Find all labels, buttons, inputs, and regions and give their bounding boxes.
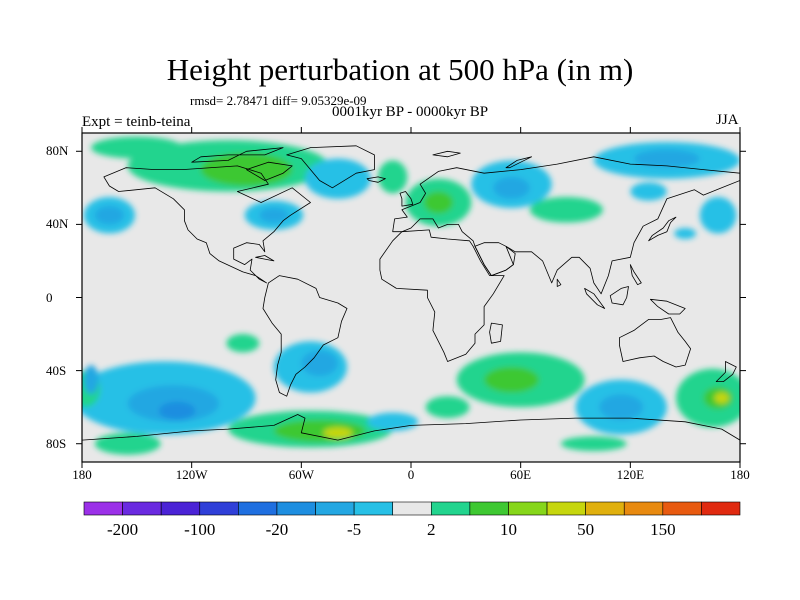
anomaly-japan-east	[674, 228, 697, 240]
coastline-new-zealand	[715, 361, 737, 383]
colorbar	[83, 501, 741, 516]
colorbar-swatch	[122, 501, 162, 516]
colorbar-swatch	[508, 501, 548, 516]
anomaly-n-atlantic-green	[378, 160, 408, 194]
coastline-madagascar	[489, 322, 503, 344]
colorbar-label: -5	[347, 520, 362, 539]
x-tick-label: 180	[730, 467, 750, 482]
colorbar-label: -20	[265, 520, 289, 539]
anomaly-fills	[82, 136, 740, 455]
colorbar-swatch	[276, 501, 316, 516]
coastline-svalbard	[432, 150, 461, 158]
anomaly-s-pacific-blue-inner	[158, 401, 196, 420]
y-tick-label: 40S	[46, 362, 67, 378]
anomaly-n-america-ne-core	[259, 207, 289, 223]
coastline-new-guinea	[650, 298, 686, 315]
anomaly-n-china	[630, 182, 667, 201]
coastline-iceland	[366, 176, 386, 183]
coastline-antarctica	[82, 414, 740, 462]
colorbar-swatch	[238, 501, 278, 516]
anomaly-new-zealand-inner	[714, 392, 730, 404]
map-plot-area	[82, 133, 740, 462]
colorbar-swatch	[199, 501, 239, 516]
colorbar-swatch	[469, 501, 509, 516]
anomaly-greenland	[304, 158, 371, 199]
coastline-novaya-zemlya	[505, 156, 532, 169]
coastlines	[82, 145, 740, 462]
anomaly-w-siberia-core	[493, 176, 530, 199]
anomaly-tasman-green	[560, 436, 627, 452]
y-tick-label: 80S	[46, 435, 67, 451]
page-title: Height perturbation at 500 hPa (in m)	[166, 52, 634, 87]
coastline-australia	[619, 317, 691, 368]
experiment-label: Expt = teinb-teina	[82, 114, 191, 130]
colorbar-swatch	[623, 501, 664, 516]
coastline-philippines	[629, 264, 642, 286]
y-tick-label: 40N	[46, 216, 69, 232]
anomaly-e-siberia-core	[633, 149, 700, 168]
anomaly-se-pacific-south-blue	[222, 387, 252, 409]
x-tick-label: 60E	[510, 467, 532, 482]
coastline-baffin-island	[246, 161, 293, 181]
colorbar-swatch	[353, 501, 394, 516]
anomaly-s-indian-core	[484, 366, 539, 393]
colorbar-swatch	[430, 501, 471, 516]
anomaly-s-australia-core	[599, 394, 644, 420]
colorbar-swatch	[392, 501, 432, 516]
anomaly-central-asia	[529, 196, 603, 223]
coastline-africa	[379, 229, 505, 362]
coastline-eurasia	[392, 156, 740, 295]
anomaly-w-south-pacific-blue	[83, 365, 99, 395]
x-tick-label: 120W	[175, 467, 208, 482]
anomaly-pacific-arctic	[91, 136, 183, 159]
x-tick-label: 180	[72, 467, 92, 482]
colorbar-label: 10	[499, 520, 517, 539]
colorbar-label: -200	[106, 520, 139, 539]
anomaly-argentina-core	[301, 350, 338, 377]
coastline-north-america	[103, 165, 311, 284]
x-tick-label: 120E	[616, 467, 645, 482]
coastline-sumatra	[584, 287, 606, 309]
coastline-arabia	[474, 242, 516, 277]
colorbar-label: 2	[427, 520, 436, 539]
anomaly-s-pacific-west-green	[94, 432, 161, 455]
colorbar-label: 50	[577, 520, 595, 539]
anomaly-europe-core	[423, 191, 454, 214]
season-label: JJA	[716, 112, 739, 128]
x-tick-label: 60W	[288, 467, 314, 482]
coastline-uk	[399, 191, 414, 207]
colorbar-swatch	[546, 501, 586, 516]
colorbar-swatch	[662, 501, 702, 516]
coastline-canadian-archipelago	[191, 147, 284, 163]
anomaly-s-indian-west	[425, 396, 470, 419]
coastline-south-america	[262, 275, 348, 397]
y-tick-label: 0	[46, 289, 53, 305]
coastline-sri-lanka	[556, 278, 562, 287]
anomaly-n-pacific-east-core	[94, 206, 125, 225]
coastline-cuba	[255, 255, 275, 262]
colorbar-label: -100	[184, 520, 216, 539]
colorbar-swatch	[160, 501, 201, 516]
colorbar-swatch	[585, 501, 625, 516]
coastline-greenland	[286, 145, 375, 189]
anomaly-n-pacific-west	[699, 196, 737, 234]
x-tick-label: 0	[407, 467, 415, 482]
colorbar-label: 150	[650, 520, 676, 539]
coastline-borneo	[609, 286, 629, 306]
axis-ticks	[76, 127, 746, 468]
anomaly-weddell-inner	[323, 427, 353, 439]
colorbar-swatch	[83, 501, 123, 516]
period-label: 0001kyr BP - 0000kyr BP	[331, 104, 489, 120]
anomaly-se-pacific-green	[226, 334, 260, 353]
colorbar-swatch	[701, 501, 741, 516]
stats-label: rmsd= 2.78471 diff= 9.05329e-09	[190, 93, 367, 108]
y-tick-label: 80N	[46, 143, 69, 159]
coastline-japan	[648, 216, 677, 242]
colorbar-swatch	[315, 501, 355, 516]
